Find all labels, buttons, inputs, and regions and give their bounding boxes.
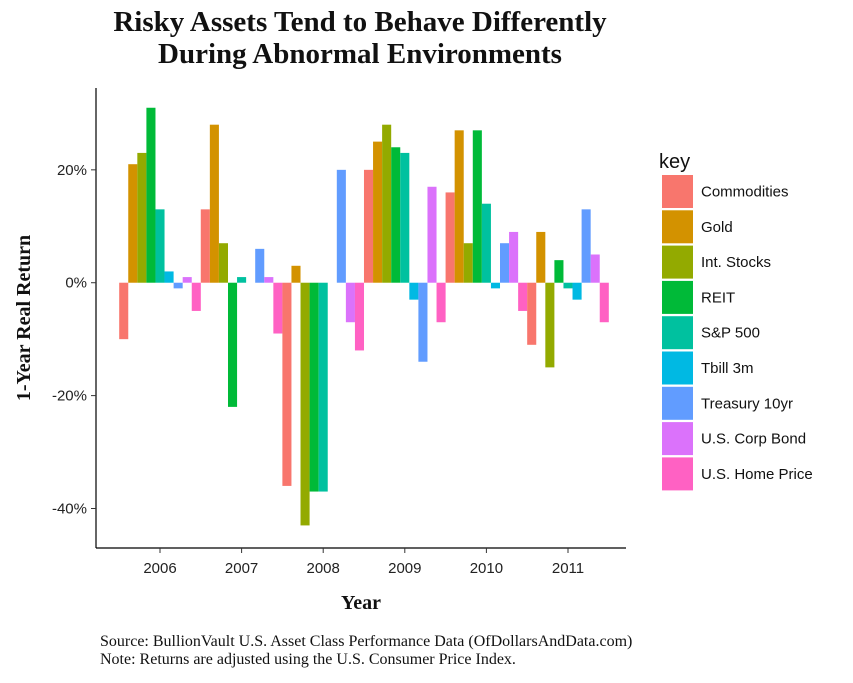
bar-2006-u-s-corp-bond [182, 277, 192, 283]
legend-label: Tbill 3m [701, 360, 754, 377]
bar-2010-u-s-home-price [518, 282, 528, 311]
bar-2007-treasury-10yr [255, 248, 265, 283]
legend-label: Gold [701, 219, 733, 236]
legend-swatch [662, 245, 693, 279]
x-tick-label: 2007 [225, 560, 258, 577]
legend-label: Int. Stocks [701, 254, 771, 271]
legend-title: key [659, 151, 690, 173]
x-tick-label: 2009 [388, 560, 421, 577]
y-tick-label: 0% [65, 275, 87, 292]
bar-2007-u-s-home-price [273, 282, 283, 334]
bar-2010-s-p-500 [481, 203, 491, 283]
bar-2008-treasury-10yr [336, 169, 346, 283]
bar-2010-gold [454, 130, 464, 283]
legend-label: Treasury 10yr [701, 395, 793, 412]
x-tick-label: 2008 [307, 560, 340, 577]
bar-2009-tbill-3m [409, 282, 419, 300]
bar-2008-reit [309, 282, 319, 492]
bar-2009-s-p-500 [400, 152, 410, 283]
bar-2007-u-s-corp-bond [264, 277, 274, 283]
x-tick-label: 2006 [143, 560, 176, 577]
bar-2009-u-s-home-price [436, 282, 446, 323]
bar-2011-commodities [527, 282, 537, 345]
bar-2008-commodities [282, 282, 292, 486]
bar-2010-u-s-corp-bond [509, 231, 519, 283]
source-note: Source: BullionVault U.S. Asset Class Pe… [100, 633, 633, 650]
bar-2009-u-s-corp-bond [427, 186, 437, 283]
legend-label: REIT [701, 289, 735, 306]
bar-2008-gold [291, 265, 301, 283]
legend-swatch [662, 422, 693, 456]
adjustment-note: Note: Returns are adjusted using the U.S… [100, 651, 516, 668]
y-tick-label: -40% [52, 500, 87, 517]
bar-2009-gold [373, 141, 383, 283]
y-tick-label: 20% [57, 162, 87, 179]
bar-2010-tbill-3m [490, 282, 501, 289]
bar-2011-int-stocks [545, 282, 555, 368]
bar-2010-treasury-10yr [500, 243, 510, 283]
bar-2008-u-s-home-price [354, 282, 365, 351]
bar-2008-s-p-500 [318, 282, 328, 492]
bar-2011-reit [554, 260, 564, 283]
bar-2011-tbill-3m [572, 282, 582, 300]
bar-2006-u-s-home-price [191, 282, 201, 311]
chart-title-line-1: Risky Assets Tend to Behave Differently [113, 6, 607, 38]
legend-swatch [662, 351, 693, 385]
bar-2009-commodities [363, 169, 374, 283]
bar-2007-int-stocks [218, 243, 228, 283]
bar-2006-treasury-10yr [173, 282, 183, 289]
chart-title-line-2: During Abnormal Environments [158, 38, 562, 70]
bar-2011-u-s-corp-bond [590, 254, 600, 283]
bar-chart: 20% 0% -20% -40% 2006 2007 2008 2009 2010 2011 Yea… [13, 88, 813, 614]
bar-2011-u-s-home-price [599, 282, 609, 323]
bar-2006-gold [128, 164, 138, 283]
bar-2006-commodities [119, 282, 129, 340]
bar-2007-gold [209, 124, 219, 283]
legend-swatch [662, 280, 693, 314]
legend-swatch [662, 210, 693, 244]
bar-2010-reit [472, 130, 482, 283]
legend-swatch [662, 386, 693, 420]
y-axis-title: 1-Year Real Return [13, 235, 35, 401]
bar-2006-tbill-3m [164, 271, 174, 283]
y-tick-label: -20% [52, 388, 87, 405]
x-tick-label: 2010 [470, 560, 503, 577]
bar-2007-s-p-500 [237, 277, 247, 283]
chart-footer: Source: BullionVault U.S. Asset Class Pe… [100, 633, 632, 669]
bar-2007-reit [228, 282, 238, 407]
bar-2011-gold [536, 231, 546, 283]
bar-2006-s-p-500 [155, 209, 165, 283]
bar-2011-treasury-10yr [581, 209, 591, 283]
bar-2010-int-stocks [463, 243, 473, 283]
bar-2009-treasury-10yr [418, 282, 428, 362]
bar-2010-commodities [445, 192, 455, 283]
legend-swatch [662, 316, 693, 350]
legend-label: Commodities [701, 184, 789, 201]
x-tick-label: 2011 [552, 560, 584, 577]
bar-2008-int-stocks [300, 282, 310, 526]
legend-swatch [662, 457, 693, 491]
bar-2007-commodities [200, 209, 210, 283]
chart-title: Risky Assets Tend to Behave Differently … [0, 6, 720, 70]
legend-label: U.S. Corp Bond [701, 431, 806, 448]
bar-2008-u-s-corp-bond [345, 282, 355, 323]
bar-2009-reit [391, 147, 401, 283]
bar-2009-int-stocks [382, 124, 392, 283]
legend-label: S&P 500 [701, 325, 760, 342]
legend-swatch [662, 175, 693, 208]
legend-label: U.S. Home Price [701, 466, 813, 483]
bar-2006-int-stocks [137, 152, 147, 283]
bar-2006-reit [146, 107, 156, 283]
x-axis-title: Year [341, 592, 381, 614]
bar-2011-s-p-500 [563, 282, 573, 289]
